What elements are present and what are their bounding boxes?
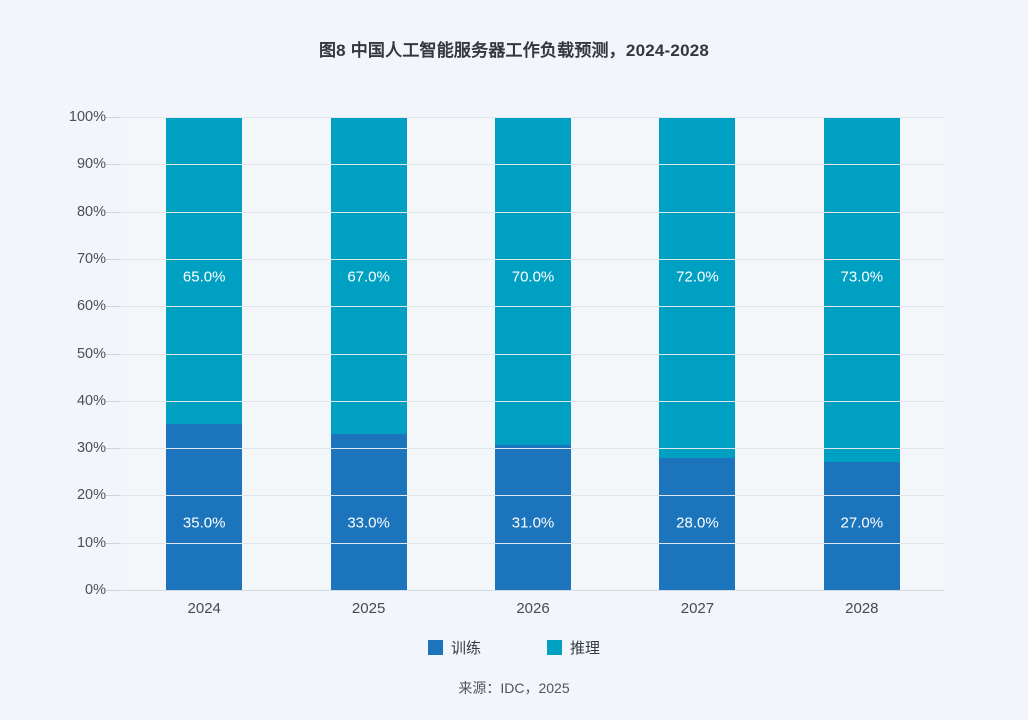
value-label-training-2025: 33.0% [347,514,390,532]
legend-swatch-training [427,640,443,655]
stacked-bar-2025: 67.0% 33.0% [330,117,407,590]
y-tick-20% [106,495,121,497]
source-text: 来源：IDC，2025 [458,680,570,696]
y-tick-80% [106,211,121,213]
y-axis-label: 20% [76,487,106,504]
segment-inference-2026 [495,117,572,445]
stacked-bar-2028: 73.0% 27.0% [823,117,900,590]
x-axis-label-2026: 2026 [516,600,550,617]
gridline-60% [122,306,944,308]
value-label-training-2024: 35.0% [182,514,226,532]
bar-slot-2026: 70.0% 31.0% [451,117,615,590]
gridline-40% [122,400,944,402]
value-label-inference-2025: 67.0% [347,268,390,286]
value-label-inference-2026: 70.0% [511,268,555,286]
segment-training-2028 [823,462,900,590]
x-axis-label-2024: 2024 [187,600,221,617]
stacked-bar-2026: 70.0% 31.0% [495,117,572,590]
y-axis-label: 100% [68,109,106,125]
segment-inference-2025 [330,117,407,434]
y-axis-label: 60% [76,298,106,315]
bars-container: 65.0% 35.0% 67.0% 33.0% 70.0% 31.0% 72.0% 28.0%… [122,117,944,590]
y-axis-label: 50% [76,345,106,362]
chart-title: 图8 中国人工智能服务器工作负载预测，2024-2028 [318,41,710,60]
stacked-bar-chart: 0% 10% 20% 30% 40% 50% 60% 70% 80% 90% 100% 65.0% 3… [56,109,944,598]
gridline-30% [122,448,944,450]
value-label-inference-2027: 72.0% [676,268,719,286]
x-axis: 2024 2025 2026 2027 2028 [122,600,944,617]
gridline-80% [122,211,944,213]
y-tick-10% [106,542,121,544]
chart-legend: 训练 推理 [0,637,1028,658]
value-label-training-2027: 28.0% [676,514,719,532]
value-label-inference-2028: 73.0% [840,268,884,286]
gridline-70% [122,258,944,260]
y-tick-70% [106,258,121,260]
gridline-10% [122,542,944,544]
y-axis-label: 0% [85,582,106,598]
segment-training-2027 [659,457,736,590]
bar-slot-2028: 73.0% 27.0% [780,117,944,590]
x-axis-label-2025: 2025 [351,600,386,617]
bar-slot-2027: 72.0% 28.0% [615,117,779,590]
y-axis-label: 70% [76,250,106,267]
plot-area: 65.0% 35.0% 67.0% 33.0% 70.0% 31.0% 72.0% 28.0%… [106,117,944,591]
gridline-90% [122,164,944,166]
y-axis-label: 30% [76,440,106,457]
y-axis-label: 40% [76,392,106,409]
y-tick-50% [106,353,121,355]
stacked-bar-2027: 72.0% 28.0% [659,117,736,590]
y-axis: 0% 10% 20% 30% 40% 50% 60% 70% 80% 90% 100% [56,109,106,598]
y-tick-0% [106,590,121,591]
value-label-inference-2024: 65.0% [182,268,226,286]
bar-slot-2024: 65.0% 35.0% [122,117,286,590]
gridline-50% [122,353,944,355]
legend-label-training: 训练 [450,640,481,657]
legend-item-training: 训练 [427,637,481,658]
legend-label-inference: 推理 [570,640,601,657]
y-tick-30% [106,448,121,450]
segment-training-2026 [495,444,572,590]
value-label-training-2026: 31.0% [511,514,555,532]
y-tick-40% [106,400,121,402]
y-axis-label: 10% [76,534,106,551]
y-tick-90% [106,164,121,166]
value-label-training-2028: 27.0% [840,514,884,532]
segment-inference-2024 [166,117,243,425]
y-axis-label: 90% [76,156,106,173]
stacked-bar-2024: 65.0% 35.0% [166,117,243,590]
gridline-100% [122,117,944,118]
bar-slot-2025: 67.0% 33.0% [286,117,450,590]
segment-inference-2027 [659,117,736,458]
segment-training-2025 [330,433,407,590]
x-axis-label-2027: 2027 [680,600,715,617]
gridline-20% [122,495,944,497]
y-tick-100% [106,117,121,118]
x-axis-label-2028: 2028 [845,600,879,617]
segment-inference-2028 [823,117,900,463]
legend-swatch-inference [547,640,562,655]
legend-item-inference: 推理 [547,637,600,658]
y-tick-60% [106,306,121,308]
segment-training-2024 [166,424,243,590]
y-axis-label: 80% [76,203,106,220]
gridline-0% [122,590,944,591]
